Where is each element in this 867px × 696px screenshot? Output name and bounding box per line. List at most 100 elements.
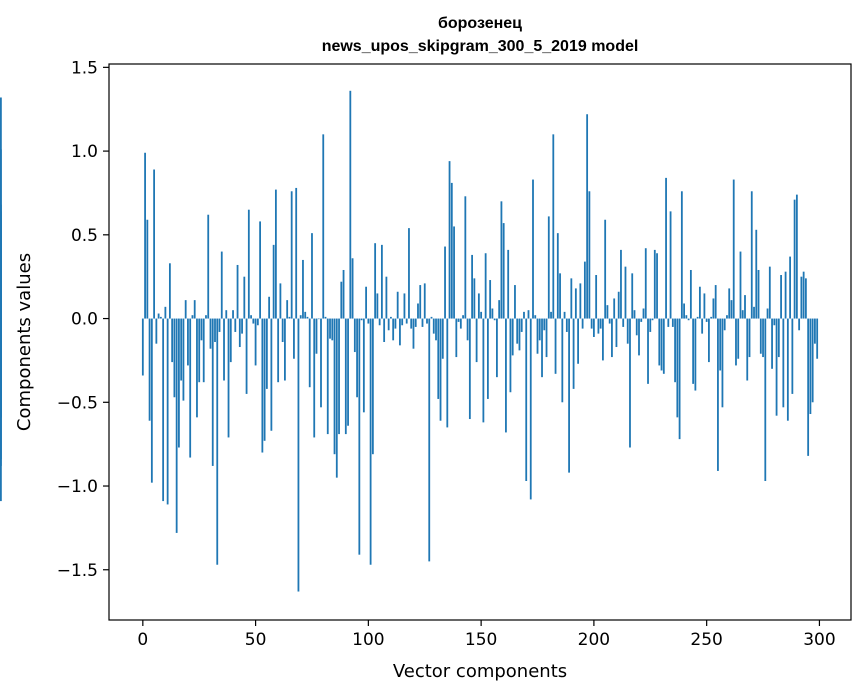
bar [166,318,169,505]
bar [617,291,620,319]
bar [150,318,153,483]
bar [626,318,629,344]
bar [532,179,534,319]
bar [518,318,521,351]
bar [0,285,2,319]
bar [396,291,399,319]
bar [516,318,519,344]
bar [288,316,291,319]
y-tick-label: 1.5 [71,58,98,78]
bar [784,271,787,319]
bar [214,318,216,342]
bar [333,318,336,455]
bar [426,318,428,324]
bar [417,303,419,319]
bar [622,318,625,327]
bar [347,318,349,426]
bar [755,229,758,319]
bar [299,315,302,319]
bar [520,318,523,332]
plot-frame [108,63,852,621]
bar [144,152,146,319]
bar [613,298,616,319]
bar [814,318,816,344]
bar [259,221,261,319]
bar [541,318,543,378]
bar [0,149,2,319]
bar [592,318,595,337]
y-tick-label: −1.0 [57,477,98,497]
bar [538,318,541,341]
x-tick-label: 200 [578,630,610,650]
bar [708,318,710,363]
bar [588,191,591,319]
bar [191,315,194,319]
bar [554,318,557,374]
bar [297,318,300,592]
bar [0,318,2,351]
bar [261,318,264,453]
bar [180,318,183,381]
bar [284,318,286,381]
bar [459,318,462,329]
bar [162,318,165,502]
bar [308,318,311,388]
bar [629,318,631,448]
bar [635,318,638,336]
bar [534,315,537,319]
bar [365,286,367,319]
bar [789,256,791,319]
bar [245,318,248,394]
bar [356,318,358,398]
bar [568,318,570,473]
bar [202,318,205,383]
bar [746,318,749,381]
bar [408,228,410,319]
bar [667,318,670,327]
x-tick-label: 300 [803,630,835,650]
bar [583,261,586,319]
bar [717,318,719,471]
bar [692,318,695,384]
bar [374,243,377,319]
bar [773,318,776,326]
bar [723,318,726,331]
bar [468,318,471,420]
bar [390,316,392,319]
bar [342,269,345,319]
bar [367,318,370,324]
bar [726,315,728,319]
bar [775,318,778,416]
bar [816,318,819,359]
bar [687,318,690,321]
bar [482,318,485,423]
bar [543,318,546,331]
bar [432,318,435,334]
bar [385,276,388,319]
bar [809,318,812,415]
bar [689,269,692,319]
bar [753,306,755,319]
bar [209,318,212,349]
bar [254,318,257,366]
bar [489,280,492,319]
bar [392,318,395,341]
bar [290,191,293,319]
bar [0,318,2,418]
bar [360,318,363,321]
bar [211,318,214,466]
bar [376,293,379,319]
chart-subtitle: news_upos_skipgram_300_5_2019 model [322,38,639,55]
bar [759,318,762,354]
bar [647,318,649,384]
bar [721,318,724,408]
bar [302,259,304,319]
bar [665,177,667,319]
bar [527,310,530,319]
bar [403,293,406,319]
bar [229,318,232,363]
bar [182,318,185,401]
bar [475,318,478,363]
bar [450,182,453,319]
bar [525,318,528,481]
